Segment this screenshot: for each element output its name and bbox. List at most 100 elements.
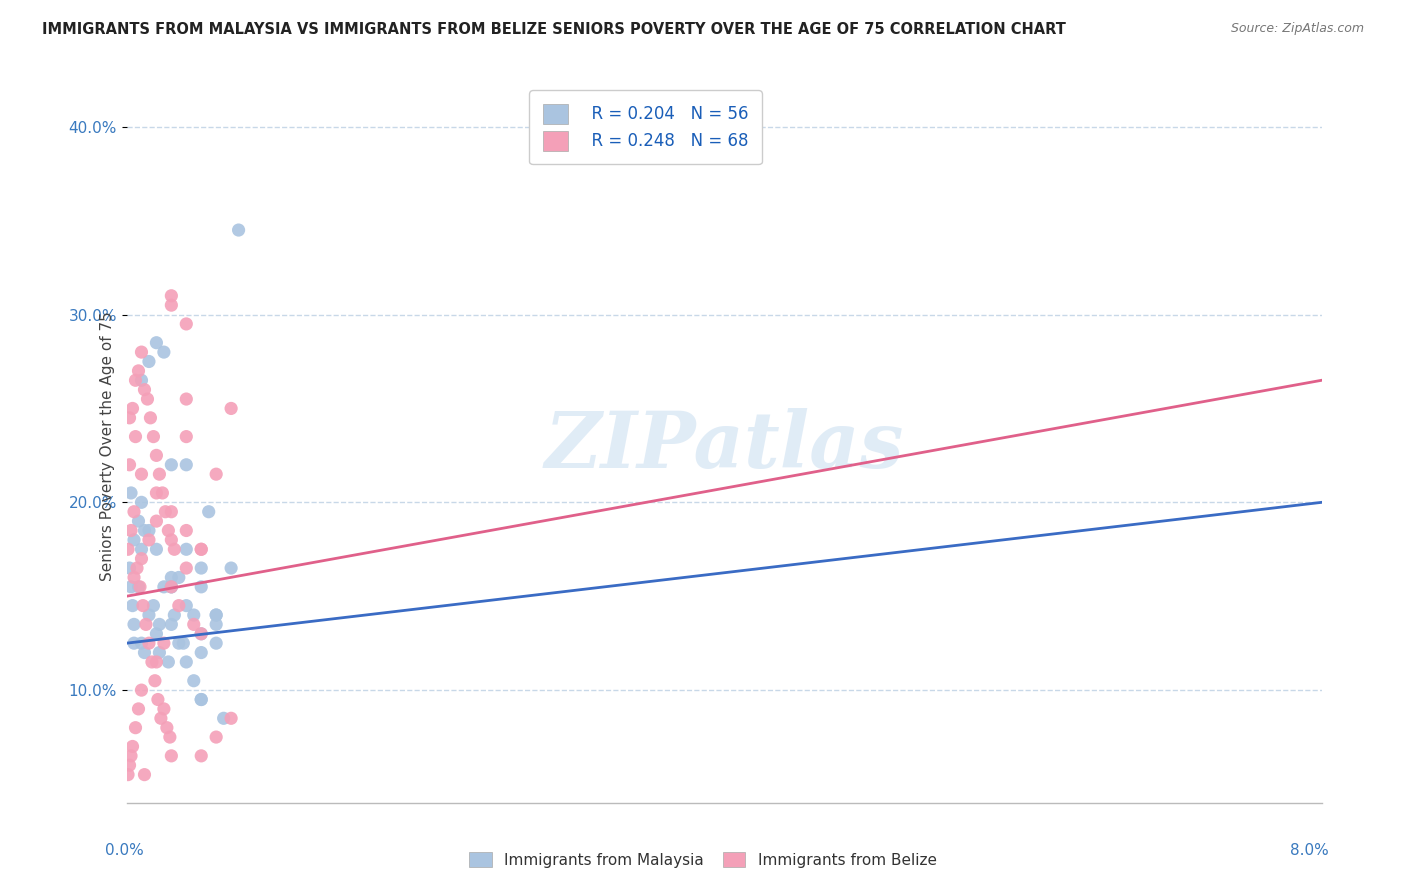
- Point: [153, 345, 176, 359]
- Point: [135, 617, 157, 632]
- Point: [172, 636, 194, 650]
- Text: IMMIGRANTS FROM MALAYSIA VS IMMIGRANTS FROM BELIZE SENIORS POVERTY OVER THE AGE : IMMIGRANTS FROM MALAYSIA VS IMMIGRANTS F…: [42, 22, 1066, 37]
- Point: [160, 289, 183, 303]
- Text: Source: ZipAtlas.com: Source: ZipAtlas.com: [1230, 22, 1364, 36]
- Point: [118, 561, 141, 575]
- Point: [142, 429, 165, 443]
- Point: [120, 748, 142, 763]
- Point: [190, 692, 212, 706]
- Point: [160, 580, 183, 594]
- Point: [148, 646, 170, 660]
- Point: [174, 429, 197, 443]
- Point: [142, 599, 165, 613]
- Point: [145, 542, 167, 557]
- Point: [205, 607, 228, 622]
- Point: [190, 646, 212, 660]
- Point: [127, 364, 149, 378]
- Point: [190, 542, 212, 557]
- Point: [160, 533, 183, 547]
- Point: [121, 739, 143, 754]
- Point: [118, 410, 141, 425]
- Point: [219, 711, 242, 725]
- Point: [174, 561, 197, 575]
- Point: [205, 607, 228, 622]
- Point: [190, 542, 212, 557]
- Point: [157, 655, 180, 669]
- Point: [174, 317, 197, 331]
- Point: [160, 505, 183, 519]
- Point: [153, 702, 176, 716]
- Point: [138, 636, 160, 650]
- Point: [190, 580, 212, 594]
- Point: [121, 599, 143, 613]
- Point: [149, 711, 172, 725]
- Point: [205, 467, 228, 482]
- Point: [121, 401, 143, 416]
- Point: [145, 514, 167, 528]
- Point: [129, 580, 152, 594]
- Point: [122, 636, 145, 650]
- Point: [134, 767, 156, 781]
- Point: [143, 673, 166, 688]
- Point: [160, 570, 183, 584]
- Point: [127, 702, 149, 716]
- Point: [145, 655, 167, 669]
- Point: [145, 627, 167, 641]
- Point: [174, 458, 197, 472]
- Point: [219, 561, 242, 575]
- Point: [174, 599, 197, 613]
- Point: [146, 692, 169, 706]
- Point: [219, 401, 242, 416]
- Point: [122, 570, 145, 584]
- Point: [131, 373, 153, 387]
- Point: [134, 524, 156, 538]
- Point: [190, 748, 212, 763]
- Point: [127, 514, 149, 528]
- Point: [183, 673, 205, 688]
- Point: [124, 721, 146, 735]
- Point: [131, 636, 153, 650]
- Point: [125, 561, 148, 575]
- Point: [145, 486, 167, 500]
- Point: [160, 458, 183, 472]
- Point: [148, 617, 170, 632]
- Point: [205, 730, 228, 744]
- Point: [160, 617, 183, 632]
- Point: [120, 580, 142, 594]
- Point: [122, 505, 145, 519]
- Point: [167, 570, 190, 584]
- Text: 0.0%: 0.0%: [105, 843, 145, 857]
- Point: [118, 758, 141, 772]
- Point: [120, 524, 142, 538]
- Point: [134, 646, 156, 660]
- Point: [153, 580, 176, 594]
- Point: [118, 458, 141, 472]
- Point: [159, 730, 181, 744]
- Point: [183, 607, 205, 622]
- Text: ZIPatlas: ZIPatlas: [544, 408, 904, 484]
- Point: [160, 748, 183, 763]
- Point: [167, 636, 190, 650]
- Point: [134, 383, 156, 397]
- Point: [167, 599, 190, 613]
- Point: [163, 542, 186, 557]
- Point: [124, 429, 146, 443]
- Point: [141, 655, 163, 669]
- Point: [132, 599, 155, 613]
- Point: [131, 683, 153, 698]
- Point: [160, 580, 183, 594]
- Point: [138, 607, 160, 622]
- Point: [131, 551, 153, 566]
- Point: [190, 692, 212, 706]
- Point: [150, 486, 174, 500]
- Y-axis label: Seniors Poverty Over the Age of 75: Seniors Poverty Over the Age of 75: [100, 311, 115, 581]
- Point: [205, 617, 228, 632]
- Point: [155, 505, 177, 519]
- Point: [190, 627, 212, 641]
- Point: [160, 298, 183, 312]
- Point: [160, 580, 183, 594]
- Point: [153, 636, 176, 650]
- Point: [174, 524, 197, 538]
- Point: [212, 711, 235, 725]
- Point: [138, 354, 160, 368]
